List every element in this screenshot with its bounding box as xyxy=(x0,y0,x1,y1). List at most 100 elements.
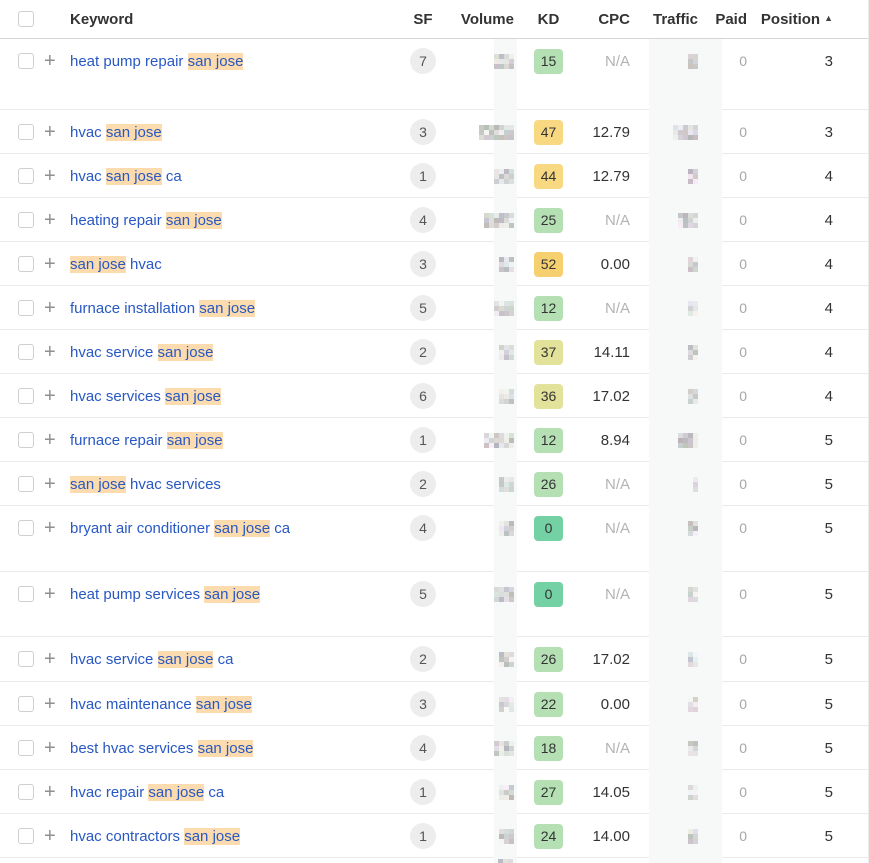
cpc-value: 0.00 xyxy=(600,695,630,713)
row-checkbox[interactable] xyxy=(18,53,34,69)
header-sf[interactable]: SF xyxy=(400,0,446,38)
row-checkbox[interactable] xyxy=(18,586,34,602)
keyword-link[interactable]: hvac maintenance san jose xyxy=(70,695,252,713)
add-keyword-button[interactable]: + xyxy=(44,209,56,231)
redacted-volume-value xyxy=(499,256,514,272)
add-keyword-button[interactable]: + xyxy=(44,517,56,539)
paid-value: 0 xyxy=(739,256,747,272)
sf-column-label[interactable]: SF xyxy=(413,10,433,28)
position-value: 5 xyxy=(824,827,833,845)
table-row: + hvac repair san jose ca 1 27 14.05 0 xyxy=(0,770,868,814)
keyword-link[interactable]: hvac service san jose ca xyxy=(70,650,233,668)
row-checkbox[interactable] xyxy=(18,300,34,316)
header-paid[interactable]: Paid xyxy=(715,0,747,38)
redacted-volume-value xyxy=(499,784,514,800)
add-keyword-button[interactable]: + xyxy=(44,583,56,605)
row-checkbox[interactable] xyxy=(18,651,34,667)
keyword-column-label[interactable]: Keyword xyxy=(70,10,134,28)
row-checkbox[interactable] xyxy=(18,784,34,800)
table-row: + bryant air conditioner san jose ca 4 0… xyxy=(0,506,868,572)
paid-value: 0 xyxy=(739,740,747,756)
header-keyword[interactable]: Keyword xyxy=(70,0,400,38)
add-keyword-button[interactable]: + xyxy=(44,429,56,451)
keyword-highlighted-text: san jose xyxy=(105,167,162,185)
keyword-link[interactable]: heat pump services san jose xyxy=(70,585,261,603)
keyword-highlighted-text: san jose xyxy=(184,827,241,845)
row-checkbox[interactable] xyxy=(18,168,34,184)
add-keyword-button[interactable]: + xyxy=(44,165,56,187)
row-checkbox[interactable] xyxy=(18,124,34,140)
redacted-traffic-value xyxy=(688,740,698,756)
row-checkbox[interactable] xyxy=(18,256,34,272)
add-keyword-button[interactable]: + xyxy=(44,693,56,715)
add-keyword-button[interactable]: + xyxy=(44,341,56,363)
keyword-link[interactable]: best hvac services san jose xyxy=(70,739,254,757)
cpc-value: 0.00 xyxy=(600,255,630,273)
redacted-volume-value xyxy=(499,651,514,667)
row-checkbox[interactable] xyxy=(18,212,34,228)
row-checkbox[interactable] xyxy=(18,828,34,844)
keyword-difficulty-badge: 18 xyxy=(534,735,563,761)
header-position[interactable]: Position ▲ xyxy=(747,0,833,38)
keyword-link[interactable]: furnace repair san jose xyxy=(70,431,223,449)
table-body: + heat pump repair san jose 7 15 N/A 0 xyxy=(0,39,868,858)
keyword-link[interactable]: san jose hvac xyxy=(70,255,162,273)
add-keyword-button[interactable]: + xyxy=(44,737,56,759)
paid-value: 0 xyxy=(739,212,747,228)
paid-value: 0 xyxy=(739,53,747,69)
keyword-link[interactable]: furnace installation san jose xyxy=(70,299,256,317)
select-all-checkbox[interactable] xyxy=(18,11,34,27)
keyword-link[interactable]: heat pump repair san jose xyxy=(70,52,244,70)
header-cpc[interactable]: CPC xyxy=(580,0,630,38)
header-volume[interactable]: Volume xyxy=(446,0,517,38)
keyword-link[interactable]: hvac san jose ca xyxy=(70,167,182,185)
keyword-text: hvac maintenance xyxy=(70,695,196,713)
add-keyword-button[interactable]: + xyxy=(44,385,56,407)
keyword-link[interactable]: hvac repair san jose ca xyxy=(70,783,224,801)
table-row: + hvac san jose ca 1 44 12.79 0 xyxy=(0,154,868,198)
add-keyword-button[interactable]: + xyxy=(44,781,56,803)
header-right-spacer xyxy=(833,0,868,38)
keyword-difficulty-badge: 44 xyxy=(534,163,563,189)
add-keyword-button[interactable]: + xyxy=(44,825,56,847)
redacted-volume-value xyxy=(499,476,514,492)
add-keyword-button[interactable]: + xyxy=(44,473,56,495)
kd-column-label[interactable]: KD xyxy=(537,10,560,28)
redacted-traffic-value xyxy=(688,696,698,712)
header-traffic[interactable]: Traffic xyxy=(630,0,717,38)
keyword-text: heat pump repair xyxy=(70,52,188,70)
serp-features-badge: 4 xyxy=(410,207,436,233)
paid-column-label[interactable]: Paid xyxy=(715,10,747,28)
add-keyword-button[interactable]: + xyxy=(44,253,56,275)
header-kd[interactable]: KD xyxy=(517,0,580,38)
row-checkbox[interactable] xyxy=(18,388,34,404)
row-checkbox[interactable] xyxy=(18,696,34,712)
add-keyword-button[interactable]: + xyxy=(44,50,56,72)
row-checkbox[interactable] xyxy=(18,344,34,360)
position-column-label[interactable]: Position xyxy=(760,10,821,28)
row-checkbox[interactable] xyxy=(18,476,34,492)
row-checkbox[interactable] xyxy=(18,432,34,448)
position-value: 3 xyxy=(824,123,833,141)
add-keyword-button[interactable]: + xyxy=(44,297,56,319)
keyword-difficulty-badge: 52 xyxy=(534,251,563,277)
add-keyword-button[interactable]: + xyxy=(44,648,56,670)
cpc-column-label[interactable]: CPC xyxy=(598,10,630,28)
redacted-volume-value xyxy=(499,388,514,404)
volume-column-label[interactable]: Volume xyxy=(460,10,514,28)
keyword-link[interactable]: hvac san jose xyxy=(70,123,162,141)
keyword-link[interactable]: hvac services san jose xyxy=(70,387,221,405)
keyword-link[interactable]: san jose hvac services xyxy=(70,475,221,493)
position-value: 4 xyxy=(824,299,833,317)
keyword-difficulty-badge: 27 xyxy=(534,779,563,805)
row-checkbox[interactable] xyxy=(18,740,34,756)
keyword-text: hvac xyxy=(70,123,106,141)
keyword-link[interactable]: hvac contractors san jose xyxy=(70,827,241,845)
add-keyword-button[interactable]: + xyxy=(44,121,56,143)
keyword-link[interactable]: hvac service san jose xyxy=(70,343,214,361)
row-checkbox[interactable] xyxy=(18,520,34,536)
traffic-column-label[interactable]: Traffic xyxy=(652,10,698,28)
keyword-text: heat pump services xyxy=(70,585,205,603)
keyword-link[interactable]: heating repair san jose xyxy=(70,211,222,229)
keyword-link[interactable]: bryant air conditioner san jose ca xyxy=(70,519,290,537)
